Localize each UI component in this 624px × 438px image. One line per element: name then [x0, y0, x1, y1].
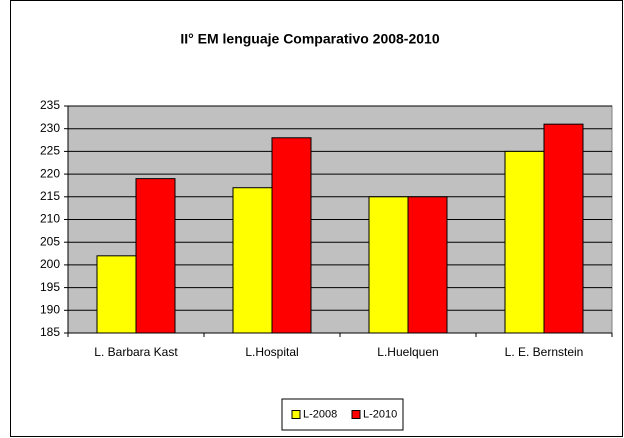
- y-tick-label: 215: [40, 189, 60, 203]
- x-tick-label: L.Hospital: [245, 345, 298, 359]
- legend-swatch: [291, 410, 301, 419]
- y-tick-label: 220: [40, 166, 60, 180]
- bar: [232, 187, 273, 334]
- y-tick-label: 185: [40, 325, 60, 339]
- bar: [368, 196, 409, 334]
- x-tick-label: L. E. Bernstein: [505, 345, 584, 359]
- y-tick-label: 235: [40, 98, 60, 112]
- x-tick-label: L.Huelquen: [377, 345, 438, 359]
- bar: [96, 255, 137, 334]
- legend-label: L-2008: [303, 408, 337, 420]
- y-tick-label: 205: [40, 234, 60, 248]
- y-tick-label: 210: [40, 212, 60, 226]
- bar: [504, 150, 545, 334]
- legend-swatch: [351, 410, 361, 419]
- y-tick-label: 225: [40, 144, 60, 158]
- x-tick-label: L. Barbara Kast: [94, 345, 178, 359]
- y-tick-label: 190: [40, 302, 60, 316]
- y-tick-label: 230: [40, 121, 60, 135]
- bar: [407, 196, 448, 334]
- chart-title: II° EM lenguaje Comparativo 2008-2010: [180, 31, 439, 47]
- bar: [271, 137, 312, 334]
- bar: [543, 123, 584, 334]
- y-tick-label: 200: [40, 257, 60, 271]
- legend-box: [281, 398, 404, 431]
- y-tick-label: 195: [40, 280, 60, 294]
- bar: [135, 178, 176, 334]
- legend-label: L-2010: [363, 408, 397, 420]
